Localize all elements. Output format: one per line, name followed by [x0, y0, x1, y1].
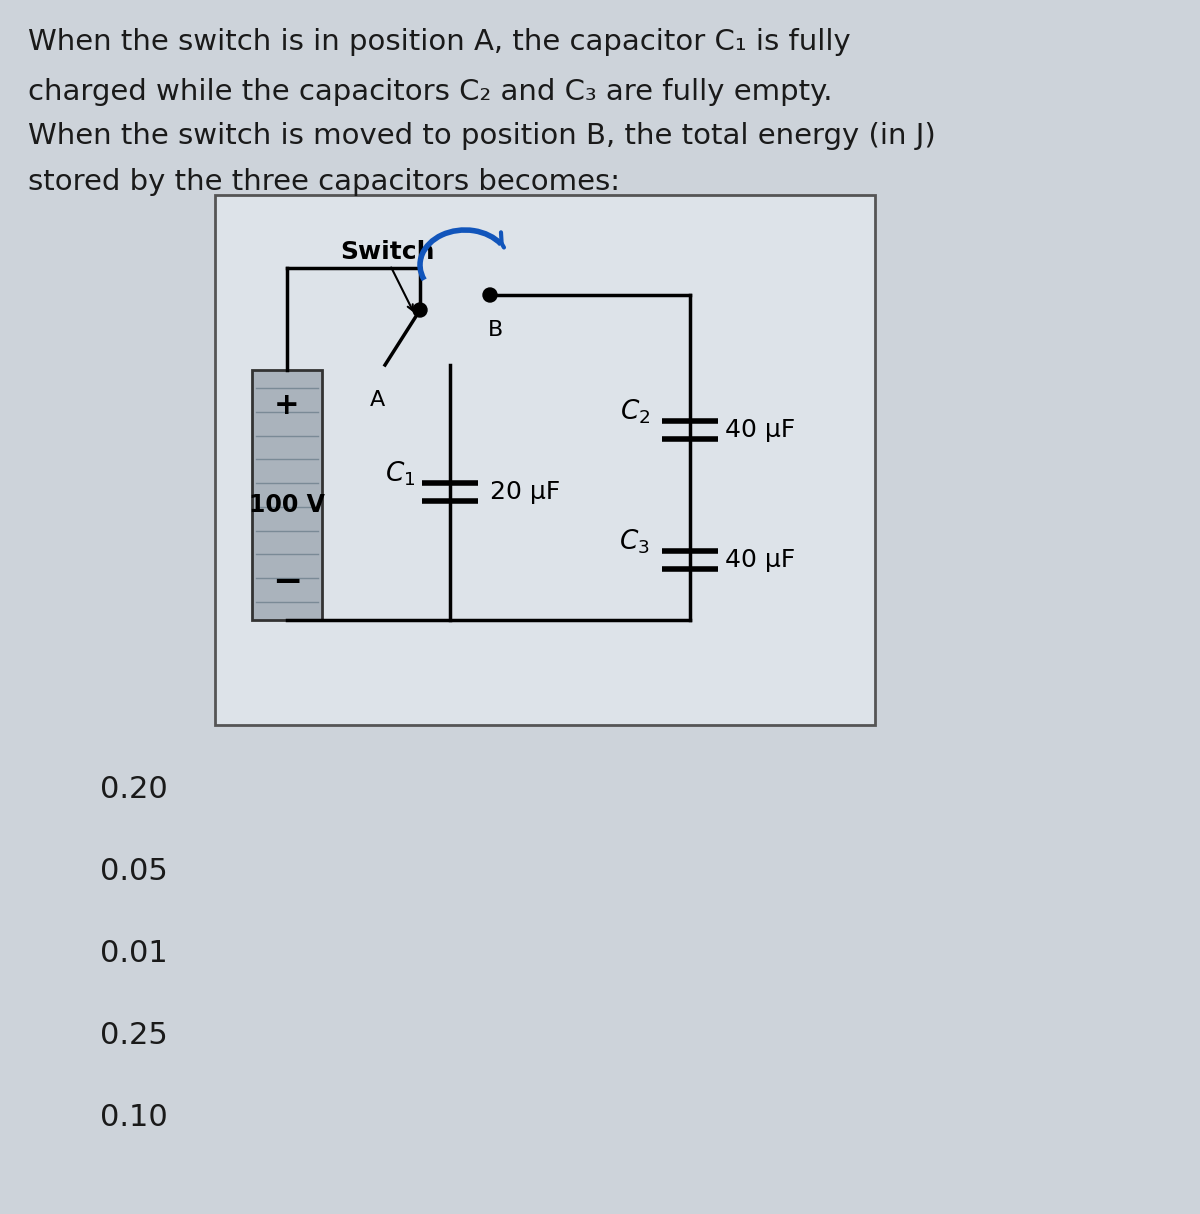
- Circle shape: [482, 288, 497, 302]
- Text: 0.05: 0.05: [100, 857, 168, 886]
- Text: $C_1$: $C_1$: [384, 460, 415, 488]
- Text: 20 μF: 20 μF: [490, 480, 560, 504]
- Circle shape: [413, 304, 427, 317]
- Bar: [215, 195, 875, 725]
- Text: When the switch is moved to position B, the total energy (in J): When the switch is moved to position B, …: [28, 121, 936, 151]
- Text: −: −: [272, 565, 302, 599]
- Text: $C_2$: $C_2$: [619, 398, 650, 426]
- Text: +: +: [274, 391, 300, 420]
- Text: $C_3$: $C_3$: [619, 528, 650, 556]
- Text: 40 μF: 40 μF: [725, 548, 796, 572]
- Text: 0.01: 0.01: [100, 940, 168, 969]
- Text: 0.10: 0.10: [100, 1104, 168, 1133]
- Text: 100 V: 100 V: [250, 493, 325, 517]
- Bar: [252, 370, 322, 620]
- Text: A: A: [370, 390, 385, 410]
- Text: 40 μF: 40 μF: [725, 418, 796, 442]
- Text: When the switch is in position A, the capacitor C₁ is fully: When the switch is in position A, the ca…: [28, 28, 851, 56]
- Text: stored by the three capacitors becomes:: stored by the three capacitors becomes:: [28, 168, 620, 195]
- Text: charged while the capacitors C₂ and C₃ are fully empty.: charged while the capacitors C₂ and C₃ a…: [28, 78, 833, 106]
- Text: Switch: Switch: [340, 240, 434, 263]
- Text: 0.25: 0.25: [100, 1021, 168, 1050]
- Text: B: B: [487, 320, 503, 340]
- Text: 0.20: 0.20: [100, 776, 168, 805]
